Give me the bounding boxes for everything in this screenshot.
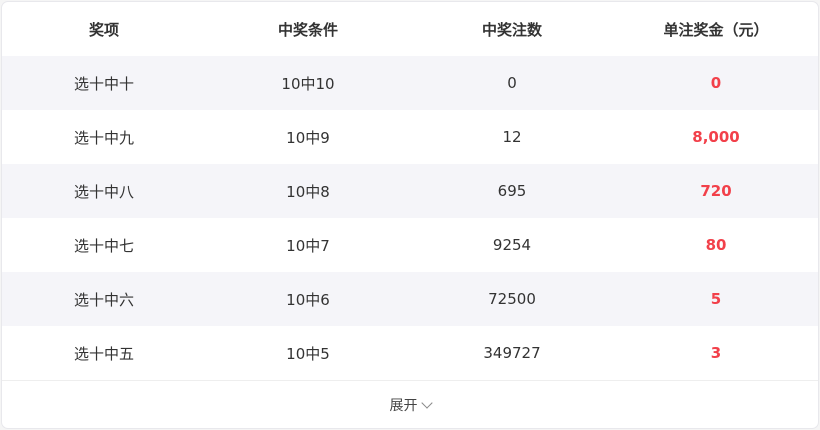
table-row: 选十中八 10中8 695 720 — [2, 164, 818, 218]
expand-button[interactable]: 展开 — [2, 380, 818, 428]
condition-cell: 10中10 — [281, 74, 335, 93]
prize-level-cell: 选十中十 — [73, 74, 134, 93]
table-row: 选十中十 10中10 0 0 — [2, 56, 818, 110]
winners-cell: 0 — [507, 74, 517, 92]
table-header: 奖项 中奖条件 中奖注数 单注奖金（元） — [2, 2, 818, 56]
expand-label: 展开 — [389, 398, 418, 414]
condition-cell: 10中8 — [286, 182, 330, 201]
table-row: 选十中六 10中6 72500 5 — [2, 272, 818, 326]
header-condition: 中奖条件 — [277, 20, 338, 39]
table-row: 选十中九 10中9 12 8,000 — [2, 110, 818, 164]
prize-amount-cell: 8,000 — [692, 128, 740, 146]
condition-cell: 10中6 — [286, 290, 330, 309]
winners-cell: 695 — [497, 182, 527, 200]
prize-level-cell: 选十中五 — [73, 344, 134, 363]
prize-amount-cell: 720 — [700, 182, 732, 200]
winners-cell: 9254 — [492, 236, 532, 254]
prize-amount-cell: 0 — [710, 74, 722, 92]
prize-level-cell: 选十中七 — [73, 236, 134, 255]
winners-cell: 12 — [502, 128, 522, 146]
condition-cell: 10中5 — [286, 344, 330, 363]
prize-amount-cell: 80 — [705, 236, 727, 254]
condition-cell: 10中9 — [286, 128, 330, 147]
header-prize-level: 奖项 — [88, 20, 119, 39]
table-row: 选十中五 10中5 349727 3 — [2, 326, 818, 380]
prize-level-cell: 选十中八 — [73, 182, 134, 201]
prize-level-cell: 选十中六 — [73, 290, 134, 309]
header-winners: 中奖注数 — [481, 20, 542, 39]
header-prize-amount: 单注奖金（元） — [663, 20, 769, 39]
table-row: 选十中七 10中7 9254 80 — [2, 218, 818, 272]
chevron-down-icon — [420, 396, 433, 409]
prize-amount-cell: 5 — [710, 290, 722, 308]
prize-level-cell: 选十中九 — [73, 128, 134, 147]
winners-cell: 72500 — [488, 290, 536, 308]
winners-cell: 349727 — [483, 344, 541, 362]
condition-cell: 10中7 — [286, 236, 330, 255]
prize-amount-cell: 3 — [710, 344, 722, 362]
